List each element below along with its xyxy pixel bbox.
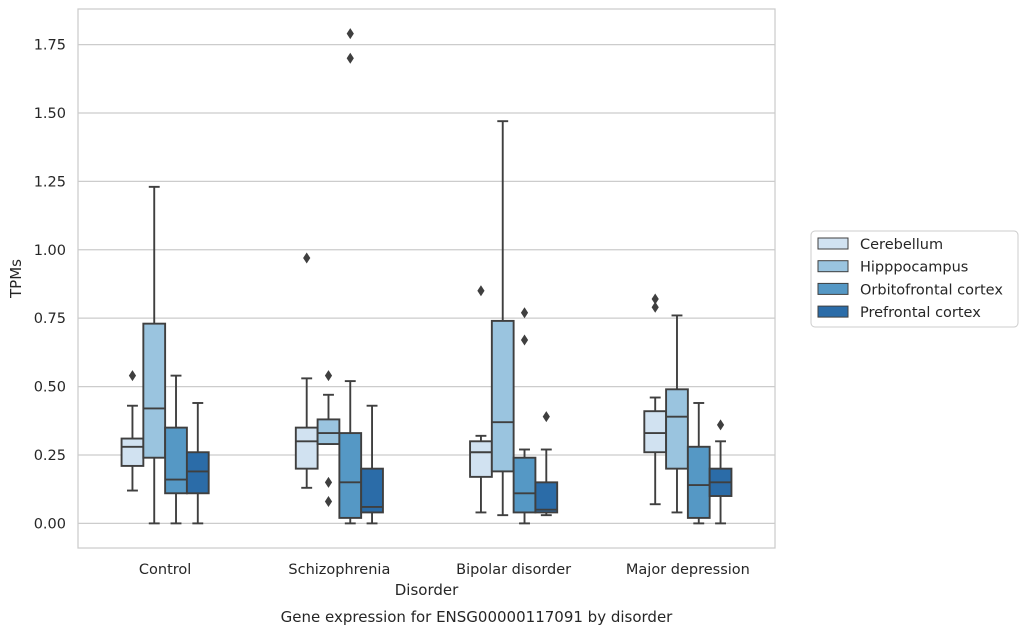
legend-swatch bbox=[817, 260, 849, 273]
outlier-point bbox=[324, 495, 333, 507]
outlier-point bbox=[324, 476, 333, 488]
y-tick-label: 0.50 bbox=[34, 380, 66, 396]
outlier-point bbox=[520, 334, 529, 346]
y-tick-label: 1.00 bbox=[34, 243, 66, 259]
box-3-3 bbox=[708, 419, 733, 525]
iqr-box bbox=[686, 445, 711, 519]
y-tick-label: 1.50 bbox=[34, 106, 66, 122]
outlier-point bbox=[346, 28, 354, 40]
iqr-box bbox=[338, 432, 363, 519]
box-0-3 bbox=[643, 293, 668, 506]
iqr-box bbox=[316, 418, 341, 445]
outlier-point bbox=[128, 370, 137, 382]
x-tick-label: Bipolar disorder bbox=[456, 562, 571, 578]
y-tick-labels: 0.00 0.25 0.50 0.75 1.00 1.25 1.50 1.75 bbox=[34, 38, 66, 533]
y-axis-label: TPMs bbox=[7, 259, 25, 299]
iqr-box bbox=[534, 481, 559, 514]
box-3-1 bbox=[360, 404, 384, 525]
box-1-1 bbox=[316, 370, 341, 507]
x-tick-label: Schizophrenia bbox=[288, 562, 390, 578]
legend-swatch bbox=[817, 237, 849, 250]
outlier-point bbox=[324, 370, 333, 382]
legend: Cerebellum Hipppocampus Orbitofrontal cort… bbox=[810, 230, 1019, 328]
outlier-point bbox=[651, 293, 659, 305]
box-1-2 bbox=[490, 120, 515, 517]
iqr-box bbox=[185, 451, 210, 495]
outlier-point bbox=[542, 411, 550, 423]
iqr-box bbox=[469, 440, 493, 478]
y-tick-label: 0.25 bbox=[34, 448, 66, 464]
iqr-box bbox=[490, 319, 515, 473]
iqr-box bbox=[164, 426, 188, 495]
chart-caption: Gene expression for ENSG00000117091 by d… bbox=[281, 608, 674, 626]
box-1-0 bbox=[142, 185, 167, 525]
box-0-2 bbox=[469, 285, 493, 514]
iqr-box bbox=[665, 388, 689, 470]
iqr-box bbox=[120, 437, 145, 467]
legend-label: Cerebellum bbox=[860, 237, 943, 253]
plot-frame bbox=[77, 8, 776, 549]
legend-label: Orbitofrontal cortex bbox=[860, 282, 1003, 298]
legend-label: Prefrontal cortex bbox=[860, 305, 981, 321]
x-tick-label: Major depression bbox=[626, 562, 750, 578]
iqr-box bbox=[294, 426, 319, 470]
box-2-2 bbox=[512, 307, 537, 525]
y-tick-label: 1.75 bbox=[34, 38, 66, 54]
box-0-0 bbox=[120, 370, 145, 492]
box-0-1 bbox=[294, 252, 319, 489]
outlier-point bbox=[651, 301, 659, 313]
outlier-point bbox=[716, 419, 725, 431]
box-2-1 bbox=[338, 28, 363, 525]
box-2-3 bbox=[686, 402, 711, 525]
x-tick-labels: Control Schizophrenia Bipolar disorder Majo… bbox=[139, 562, 750, 578]
outlier-point bbox=[346, 52, 354, 64]
iqr-box bbox=[360, 467, 384, 514]
outlier-point bbox=[520, 307, 529, 319]
x-tick-label: Control bbox=[139, 562, 191, 578]
box-3-0 bbox=[185, 402, 210, 525]
iqr-box bbox=[142, 322, 167, 459]
legend-swatch bbox=[817, 305, 849, 318]
legend-label: Hipppocampus bbox=[860, 260, 968, 276]
x-axis-label: Disorder bbox=[395, 581, 459, 599]
boxes bbox=[120, 28, 733, 525]
box-3-2 bbox=[534, 411, 559, 517]
y-tick-label: 1.25 bbox=[34, 174, 66, 190]
box-1-3 bbox=[665, 314, 689, 514]
iqr-box bbox=[512, 456, 537, 514]
legend-swatch bbox=[817, 282, 849, 295]
y-tick-label: 0.00 bbox=[34, 516, 66, 532]
box-2-0 bbox=[164, 374, 188, 525]
outlier-point bbox=[303, 252, 311, 264]
legend-frame bbox=[810, 230, 1019, 328]
iqr-box bbox=[643, 410, 668, 454]
outlier-point bbox=[477, 285, 485, 297]
y-tick-label: 0.75 bbox=[34, 311, 66, 327]
